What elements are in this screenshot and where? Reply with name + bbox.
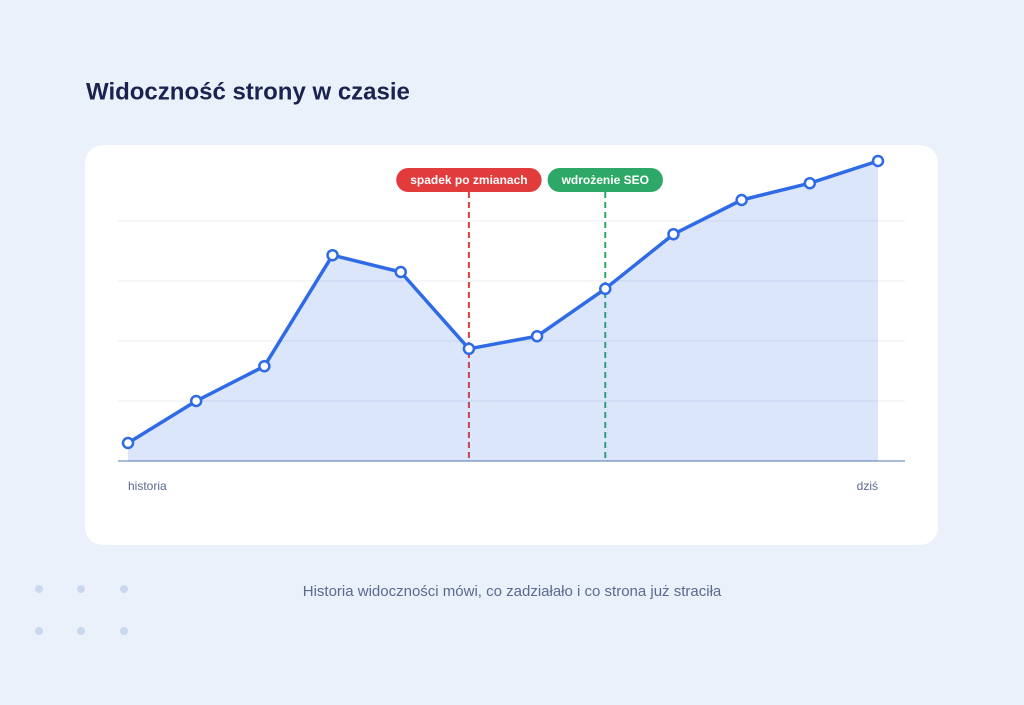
point	[667, 227, 680, 241]
area	[128, 161, 878, 461]
x-tick-label: historia	[128, 479, 167, 493]
caption: Historia widoczności mówi, co zadziałało…	[303, 583, 722, 600]
marker-pill	[547, 168, 663, 192]
point	[258, 359, 271, 373]
point	[735, 193, 748, 207]
point	[871, 154, 885, 168]
point	[394, 265, 407, 279]
point	[803, 176, 817, 190]
decor-dots	[35, 585, 128, 635]
point	[189, 394, 203, 408]
marker-label: wdrożenie SEO	[561, 173, 649, 187]
card	[85, 145, 938, 545]
x-tick-label: dziś	[857, 479, 878, 493]
line	[127, 159, 879, 445]
point	[599, 282, 612, 296]
marker-label: spadek po zmianach	[410, 173, 527, 187]
point	[121, 436, 135, 450]
point	[326, 248, 339, 262]
chart-title: Widoczność strony w czasie	[86, 78, 410, 105]
point	[462, 342, 476, 356]
marker-pill	[396, 168, 542, 192]
point	[530, 329, 544, 343]
